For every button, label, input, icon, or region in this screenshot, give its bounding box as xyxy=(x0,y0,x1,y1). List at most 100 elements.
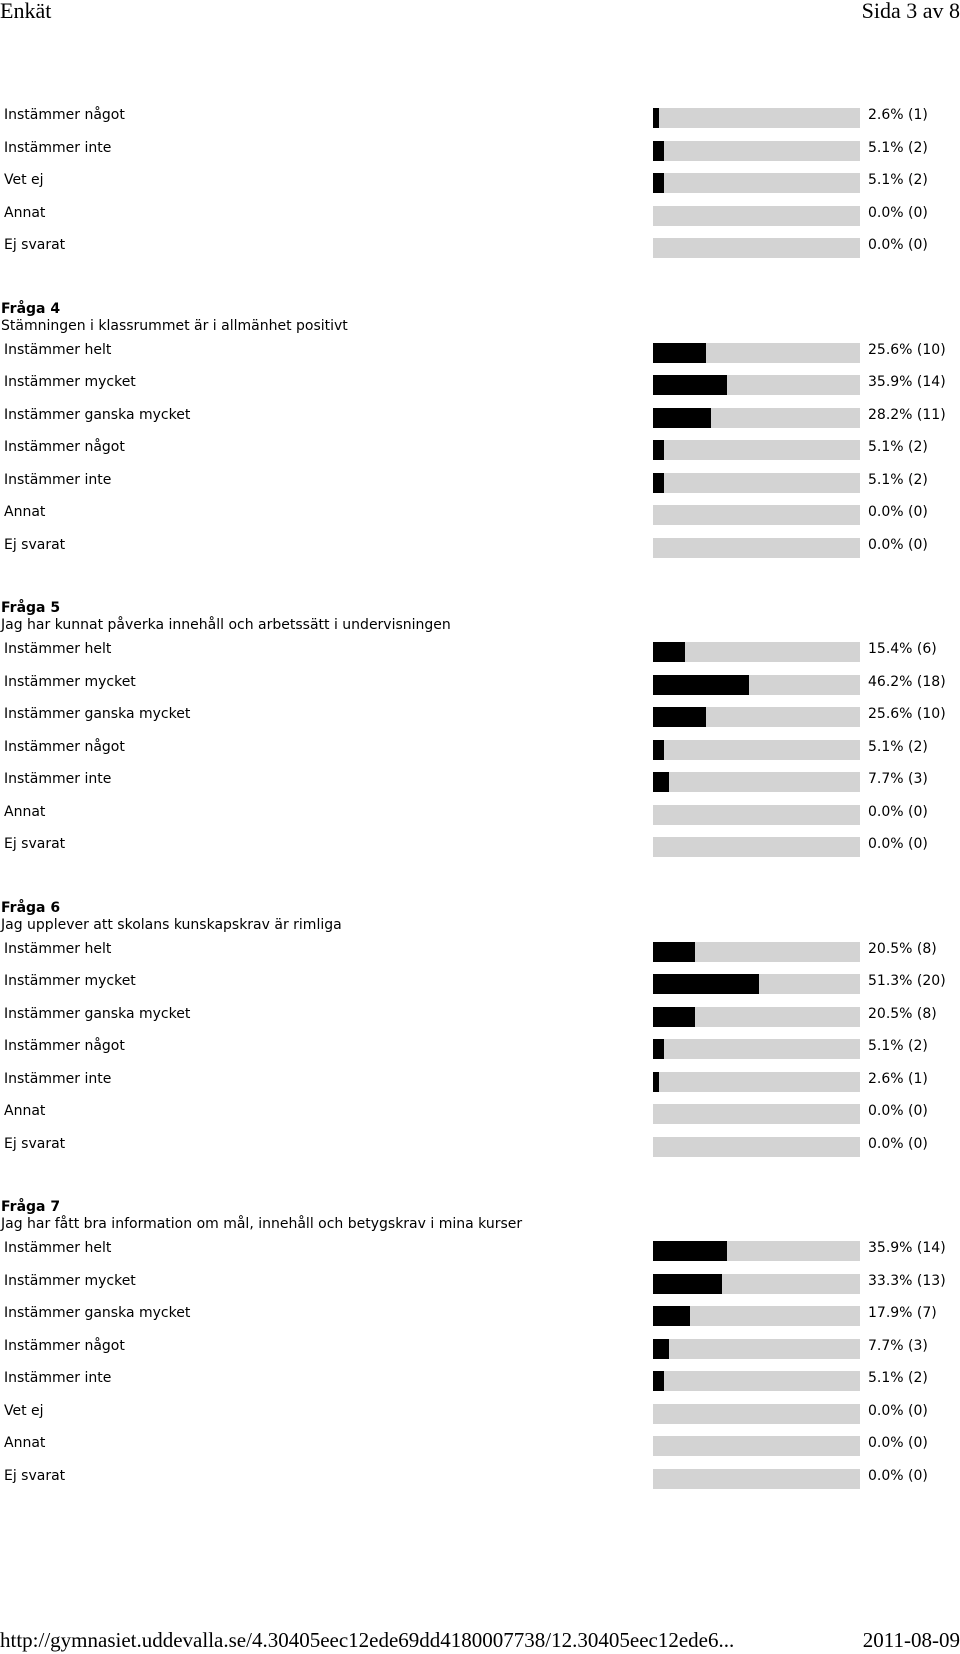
answer-row: Ej svarat 0.0% (0) xyxy=(0,230,960,263)
answer-label: Instämmer mycket xyxy=(4,673,136,690)
question-number: Fråga 7 xyxy=(1,1199,61,1215)
answer-row: Instämmer inte 2.6% (1) xyxy=(0,1064,960,1097)
answer-value: 35.9% (14) xyxy=(868,374,946,390)
answer-bar-fill xyxy=(653,1006,696,1027)
answer-value: 28.2% (11) xyxy=(868,406,946,423)
answer-value: 0.0% (0) xyxy=(868,1135,928,1152)
answer-row: Instämmer något 5.1% (2) xyxy=(0,732,960,765)
answer-bar-fill xyxy=(653,674,749,695)
answer-bar-fill xyxy=(653,974,760,994)
page-number: Sida 3 av 8 xyxy=(861,0,960,23)
answer-row: Instämmer mycket 51.3% (20) xyxy=(0,966,960,999)
answer-bar xyxy=(653,739,860,760)
answer-bar xyxy=(653,1371,860,1391)
answer-value: 0.0% (0) xyxy=(868,1402,928,1419)
answer-bar-fill xyxy=(653,472,664,493)
answer-label: Annat xyxy=(4,204,46,221)
question-section: Instämmer något 2.6% (1) Instämmer inte 5.1… xyxy=(0,100,960,263)
answer-bar-fill xyxy=(653,173,664,193)
answer-label: Ej svarat xyxy=(4,536,66,553)
question-number: Fråga 5 xyxy=(1,600,61,616)
answer-bar-fill xyxy=(653,1338,669,1359)
answer-row: Instämmer mycket 33.3% (13) xyxy=(0,1266,960,1299)
answer-bar xyxy=(653,642,860,662)
answer-value: 0.0% (0) xyxy=(868,836,928,852)
answer-value: 7.7% (3) xyxy=(868,771,928,787)
answer-value: 20.5% (8) xyxy=(868,1005,937,1022)
answer-row: Instämmer något 5.1% (2) xyxy=(0,1031,960,1064)
answer-value: 5.1% (2) xyxy=(868,139,928,156)
answer-bar xyxy=(653,1273,860,1294)
answer-row: Ej svarat 0.0% (0) xyxy=(0,530,960,563)
answer-bar xyxy=(653,974,860,994)
question-text: Jag har kunnat påverka innehåll och arbe… xyxy=(1,617,451,633)
answer-bar-fill xyxy=(653,140,664,161)
answer-bar xyxy=(653,1338,860,1359)
answer-bar xyxy=(653,941,860,962)
question-text: Jag upplever att skolans kunskapskrav är… xyxy=(1,916,342,933)
answer-bar xyxy=(653,440,860,460)
answer-bar xyxy=(653,1403,860,1424)
answer-bar xyxy=(653,1136,860,1157)
answer-value: 20.5% (8) xyxy=(868,940,937,957)
answer-row: Instämmer inte 5.1% (2) xyxy=(0,133,960,166)
answer-row: Instämmer något 7.7% (3) xyxy=(0,1331,960,1364)
answer-value: 5.1% (2) xyxy=(868,1038,928,1054)
answer-bar xyxy=(653,1104,860,1124)
answer-label: Instämmer ganska mycket xyxy=(4,1005,191,1022)
answer-bar xyxy=(653,205,860,226)
answer-bar-fill xyxy=(653,407,712,428)
answer-value: 7.7% (3) xyxy=(868,1337,928,1354)
answer-bar xyxy=(653,342,860,363)
answer-label: Annat xyxy=(4,504,46,520)
answer-bar xyxy=(653,1436,860,1456)
answer-bar xyxy=(653,707,860,727)
answer-label: Instämmer helt xyxy=(4,1240,112,1256)
answer-bar xyxy=(653,407,860,428)
answer-bar-fill xyxy=(653,108,659,128)
answer-value: 25.6% (10) xyxy=(868,706,946,722)
answer-bar xyxy=(653,505,860,525)
answer-bar xyxy=(653,108,860,128)
question-number: Fråga 6 xyxy=(1,899,61,916)
answer-label: Instämmer inte xyxy=(4,471,112,488)
answer-label: Vet ej xyxy=(4,1402,44,1419)
question-section: Fråga 6 Jag upplever att skolans kunskaps… xyxy=(0,900,960,1162)
answer-label: Instämmer mycket xyxy=(4,973,136,989)
answer-label: Instämmer något xyxy=(4,107,125,123)
answer-row: Ej svarat 0.0% (0) xyxy=(0,1129,960,1162)
question-section: Fråga 5 Jag har kunnat påverka innehåll o… xyxy=(0,600,960,862)
answer-label: Vet ej xyxy=(4,172,44,188)
answer-value: 0.0% (0) xyxy=(868,1467,928,1484)
answer-bar-fill xyxy=(653,342,706,363)
question-number: Fråga 4 xyxy=(1,300,61,317)
answer-bar xyxy=(653,772,860,792)
answer-bar-fill xyxy=(653,1071,659,1092)
answer-label: Instämmer mycket xyxy=(4,1272,136,1289)
answer-bar-fill xyxy=(653,739,664,760)
answer-label: Annat xyxy=(4,1435,46,1451)
answer-value: 17.9% (7) xyxy=(868,1305,937,1321)
answer-bar xyxy=(653,375,860,395)
answer-label: Instämmer något xyxy=(4,1038,125,1054)
answer-value: 5.1% (2) xyxy=(868,1370,928,1386)
answer-value: 0.0% (0) xyxy=(868,1103,928,1119)
answer-label: Instämmer inte xyxy=(4,139,112,156)
answer-bar xyxy=(653,1071,860,1092)
answer-row: Instämmer ganska mycket 20.5% (8) xyxy=(0,999,960,1032)
answer-row: Instämmer något 5.1% (2) xyxy=(0,432,960,465)
answer-bar xyxy=(653,537,860,558)
answer-label: Instämmer inte xyxy=(4,1070,112,1087)
answer-row: Instämmer helt 25.6% (10) xyxy=(0,335,960,368)
answer-value: 33.3% (13) xyxy=(868,1272,946,1289)
answer-bar-fill xyxy=(653,941,696,962)
page-footer: http://gymnasiet.uddevalla.se/4.30405eec… xyxy=(0,1630,960,1654)
answer-value: 5.1% (2) xyxy=(868,172,928,188)
answer-row: Annat 0.0% (0) xyxy=(0,797,960,830)
answer-value: 0.0% (0) xyxy=(868,237,928,253)
answer-label: Instämmer något xyxy=(4,439,125,455)
answer-label: Annat xyxy=(4,803,46,820)
answer-value: 25.6% (10) xyxy=(868,341,946,358)
survey-results: Instämmer något 2.6% (1) Instämmer inte 5.1… xyxy=(0,100,960,1531)
footer-url: http://gymnasiet.uddevalla.se/4.30405eec… xyxy=(0,1628,735,1652)
